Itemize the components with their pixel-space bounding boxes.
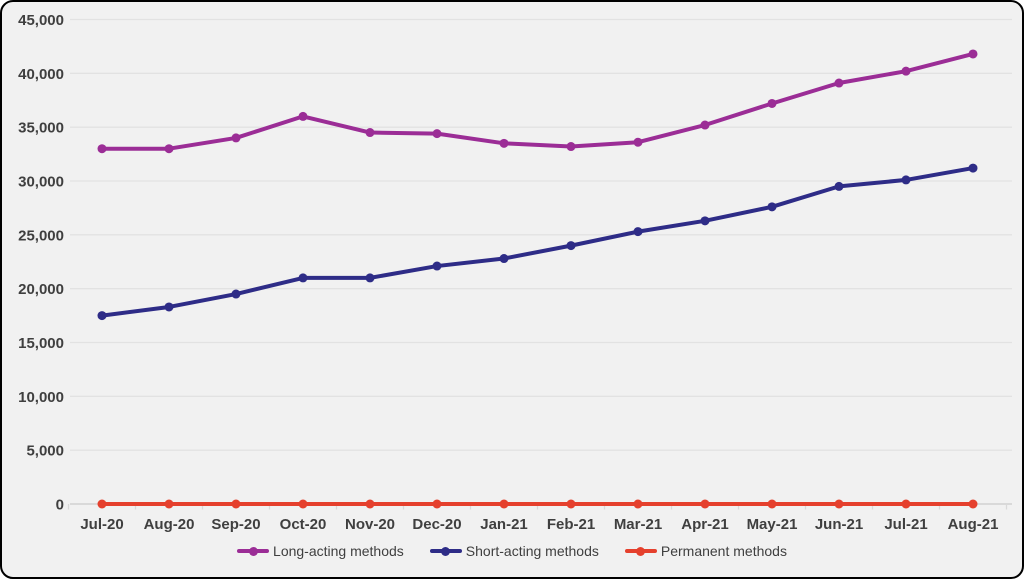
data-point-permanent-methods	[633, 499, 643, 509]
data-point-short-acting-methods	[633, 227, 643, 237]
data-point-permanent-methods	[432, 499, 442, 509]
data-point-permanent-methods	[499, 499, 509, 509]
data-point-long-acting-methods	[231, 133, 241, 143]
y-tick-label: 10,000	[18, 389, 64, 406]
data-point-permanent-methods	[365, 499, 375, 509]
data-point-permanent-methods	[700, 499, 710, 509]
data-point-short-acting-methods	[968, 163, 978, 173]
legend-item-permanent-methods: Permanent methods	[624, 543, 787, 559]
data-point-long-acting-methods	[834, 78, 844, 88]
x-axis-labels: Jul-20 Aug-20 Sep-20 Oct-20 Nov-20 Dec-20 Jan-…	[80, 516, 998, 533]
chart-legend: Long-acting methods Short-acting methods…	[2, 543, 1022, 559]
legend-dot-icon	[248, 546, 258, 556]
y-axis-labels: 0 5,000 10,000 15,000 20,000 25,000 30,000 35,0…	[18, 12, 64, 514]
x-tick-label: May-21	[747, 516, 798, 533]
y-tick-label: 5,000	[26, 443, 64, 460]
data-point-short-acting-methods	[432, 261, 442, 271]
series-long-acting-methods	[97, 49, 978, 154]
x-tick-label: Nov-20	[345, 516, 395, 533]
data-point-short-acting-methods	[164, 302, 174, 312]
data-point-short-acting-methods	[365, 273, 375, 283]
data-point-permanent-methods	[566, 499, 576, 509]
y-tick-label: 15,000	[18, 335, 64, 352]
data-point-long-acting-methods	[365, 128, 375, 138]
data-point-permanent-methods	[97, 499, 107, 509]
x-tick-label: Jan-21	[480, 516, 528, 533]
y-tick-label: 40,000	[18, 66, 64, 83]
data-point-long-acting-methods	[97, 144, 107, 154]
series-line-short-acting-methods	[100, 166, 975, 318]
data-point-permanent-methods	[767, 499, 777, 509]
legend-dot-icon	[636, 546, 646, 556]
x-tick-label: Aug-20	[144, 516, 195, 533]
data-point-permanent-methods	[901, 499, 911, 509]
data-point-long-acting-methods	[901, 66, 911, 76]
data-point-long-acting-methods	[968, 49, 978, 59]
gridlines	[70, 18, 1012, 451]
data-point-short-acting-methods	[566, 241, 576, 251]
data-point-long-acting-methods	[633, 137, 643, 147]
x-tick-label: Sep-20	[211, 516, 260, 533]
data-point-permanent-methods	[231, 499, 241, 509]
y-tick-label: 45,000	[18, 12, 64, 29]
x-tick-label: Jul-21	[884, 516, 927, 533]
x-tick-label: Oct-20	[280, 516, 327, 533]
data-point-short-acting-methods	[499, 254, 509, 264]
data-point-short-acting-methods	[231, 289, 241, 299]
data-point-short-acting-methods	[767, 202, 777, 212]
y-tick-label: 25,000	[18, 227, 64, 244]
data-point-short-acting-methods	[901, 175, 911, 185]
legend-label-permanent: Permanent methods	[660, 543, 787, 559]
y-tick-label: 0	[56, 497, 64, 514]
x-tick-label: Mar-21	[614, 516, 662, 533]
legend-dot-icon	[441, 546, 451, 556]
data-point-permanent-methods	[298, 499, 308, 509]
series-short-acting-methods	[97, 163, 978, 321]
data-point-long-acting-methods	[767, 98, 777, 108]
data-point-short-acting-methods	[97, 311, 107, 321]
data-point-long-acting-methods	[298, 111, 308, 121]
data-point-long-acting-methods	[164, 144, 174, 154]
data-point-long-acting-methods	[432, 129, 442, 139]
data-point-short-acting-methods	[700, 216, 710, 226]
data-point-permanent-methods	[968, 499, 978, 509]
legend-item-long-acting-methods: Long-acting methods	[237, 543, 404, 559]
x-tick-label: Jun-21	[815, 516, 863, 533]
x-tick-label: Jul-20	[80, 516, 123, 533]
legend-label-short-acting: Short-acting methods	[465, 543, 599, 559]
legend-item-short-acting-methods: Short-acting methods	[429, 543, 599, 559]
data-point-long-acting-methods	[499, 138, 509, 148]
x-tick-label: Dec-20	[412, 516, 461, 533]
data-point-permanent-methods	[834, 499, 844, 509]
legend-marker-short-acting-icon	[429, 546, 462, 556]
data-point-short-acting-methods	[298, 273, 308, 283]
y-tick-label: 30,000	[18, 174, 64, 191]
y-tick-label: 35,000	[18, 120, 64, 137]
y-tick-label: 20,000	[18, 281, 64, 298]
x-tick-label: Aug-21	[948, 516, 999, 533]
data-point-long-acting-methods	[700, 120, 710, 130]
series-line-long-acting-methods	[100, 51, 975, 151]
data-point-permanent-methods	[164, 499, 174, 509]
legend-marker-permanent-icon	[624, 546, 657, 556]
legend-label-long-acting: Long-acting methods	[273, 543, 404, 559]
series-permanent-methods	[97, 499, 978, 509]
x-tick-label: Apr-21	[681, 516, 729, 533]
data-point-short-acting-methods	[834, 181, 844, 191]
x-tick-label: Feb-21	[547, 516, 595, 533]
legend-marker-long-acting-icon	[237, 546, 270, 556]
data-point-long-acting-methods	[566, 142, 576, 152]
